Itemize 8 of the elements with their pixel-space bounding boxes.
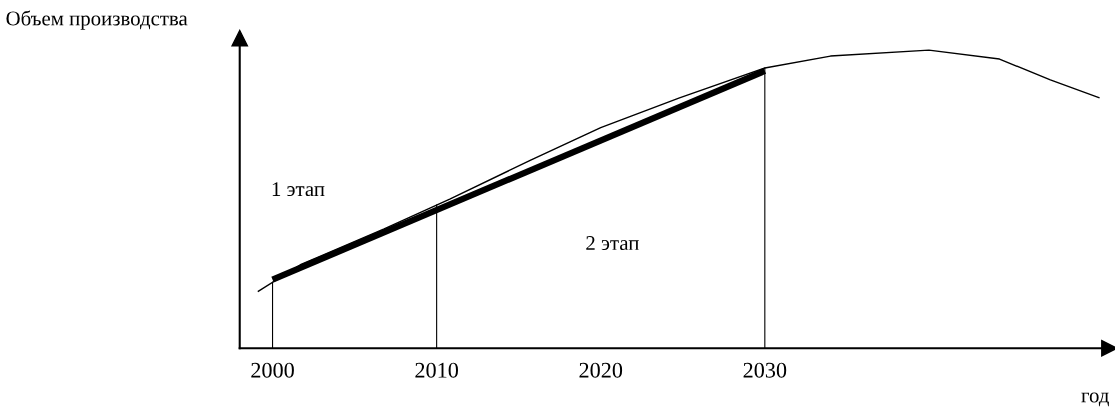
annotation: 1 этап	[272, 182, 325, 197]
y-axis-title: Объем производства	[6, 10, 188, 30]
x-tick-label: 2020	[579, 362, 623, 378]
x-tick-label: 2010	[415, 362, 459, 378]
annotation: 2 этап	[586, 236, 639, 251]
x-axis-title: год	[1081, 392, 1109, 407]
x-tick-label: 2030	[743, 362, 787, 378]
x-tick-label: 2000	[251, 362, 294, 378]
